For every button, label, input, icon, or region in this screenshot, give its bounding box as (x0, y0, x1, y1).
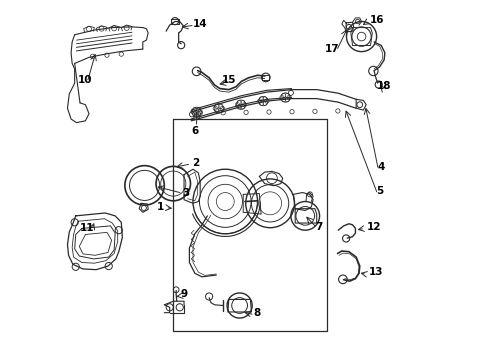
Text: 9: 9 (180, 289, 188, 299)
Text: 8: 8 (253, 309, 261, 318)
Text: 5: 5 (376, 186, 384, 196)
Text: 16: 16 (370, 15, 384, 26)
Text: 7: 7 (315, 222, 322, 231)
Text: 4: 4 (378, 162, 385, 172)
Text: 14: 14 (193, 19, 207, 29)
Text: 18: 18 (377, 81, 392, 91)
Text: 3: 3 (183, 188, 190, 198)
Text: 13: 13 (368, 267, 383, 277)
Text: 2: 2 (192, 158, 199, 168)
Text: 6: 6 (191, 126, 198, 136)
Text: 12: 12 (367, 222, 381, 232)
Text: 17: 17 (324, 44, 339, 54)
Text: 1: 1 (157, 202, 164, 212)
Text: 10: 10 (78, 75, 93, 85)
Text: 15: 15 (221, 75, 236, 85)
Text: 11: 11 (80, 224, 95, 233)
